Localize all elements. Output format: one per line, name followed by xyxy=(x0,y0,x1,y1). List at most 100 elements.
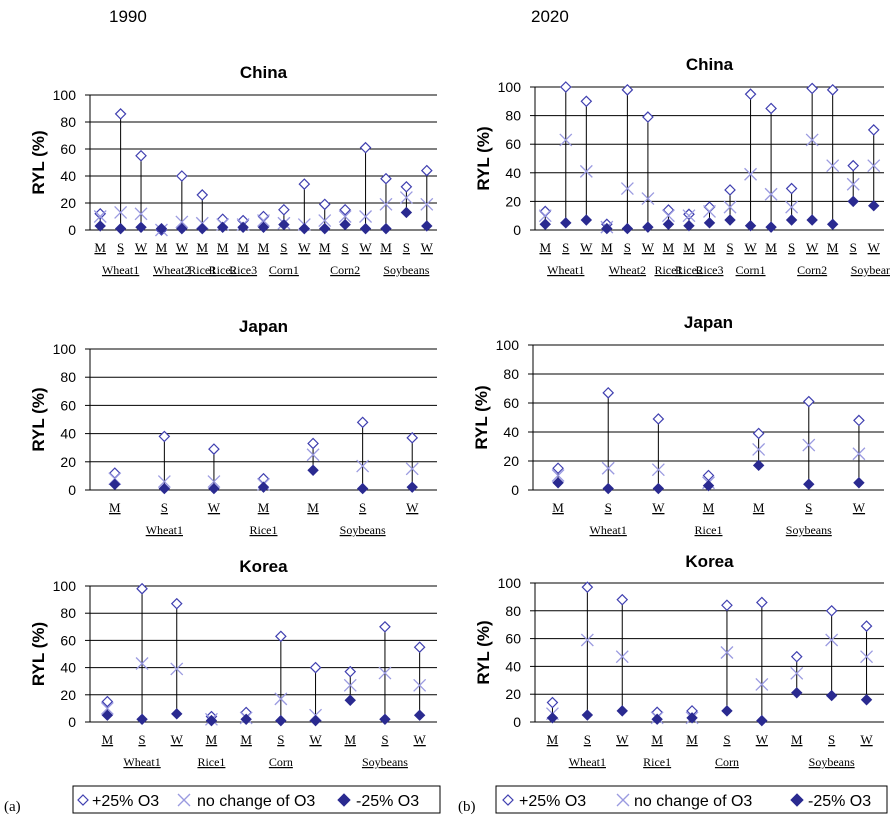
marker-plus25 xyxy=(642,111,654,123)
marker-nochange-stroke xyxy=(207,475,221,488)
marker-nochange xyxy=(579,164,593,178)
chart-panel-japan-1990: Japan RYL (%) 0 20 40 60 80 100 M S W M M S W Wheat1 Ric… xyxy=(29,317,437,537)
x-group-label: Rice2 xyxy=(675,263,703,277)
x-category-label: M xyxy=(344,732,356,747)
marker-nochange xyxy=(723,200,737,214)
legend-marker-nochange xyxy=(616,793,630,807)
marker-plus25 xyxy=(380,172,392,185)
marker-minus25 xyxy=(114,222,127,235)
legend-box-right xyxy=(495,785,888,814)
marker-minus25 xyxy=(135,221,147,234)
marker-nochange xyxy=(100,701,114,715)
marker-nochange-stroke xyxy=(559,133,573,147)
y-axis-label: RYL (%) xyxy=(29,130,48,194)
marker-plus25 xyxy=(867,124,880,136)
y-tick-label: 60 xyxy=(505,136,521,152)
marker-nochange-stroke xyxy=(661,209,675,223)
marker-minus25 xyxy=(208,482,220,495)
marker-minus25 xyxy=(413,709,426,721)
marker-nochange-stroke xyxy=(764,187,778,201)
marker-nochange-stroke xyxy=(318,214,332,228)
marker-nochange xyxy=(399,191,413,205)
marker-nochange xyxy=(867,159,881,173)
marker-nochange xyxy=(114,205,128,219)
y-tick-label: 100 xyxy=(498,79,522,95)
marker-minus25 xyxy=(344,694,356,706)
marker-nochange-stroke xyxy=(641,192,655,205)
marker-plus25 xyxy=(806,82,818,95)
marker-nochange xyxy=(379,197,393,211)
marker-plus25 xyxy=(581,581,594,594)
marker-minus25 xyxy=(257,221,270,234)
marker-nochange xyxy=(825,633,839,647)
x-category-label: S xyxy=(342,240,349,255)
y-tick-label: 20 xyxy=(60,454,76,470)
chart-title: China xyxy=(686,55,734,74)
y-tick-label: 0 xyxy=(68,714,76,730)
x-category-label: M xyxy=(237,240,249,255)
x-category-label: S xyxy=(805,500,812,515)
marker-minus25 xyxy=(686,712,698,724)
y-tick-label: 40 xyxy=(505,165,521,181)
x-group-label: Wheat2 xyxy=(609,263,646,277)
x-group-label: Soybeans xyxy=(851,263,890,277)
x-category-label: M xyxy=(704,240,716,255)
marker-minus25 xyxy=(356,482,369,495)
y-tick-label: 0 xyxy=(511,482,519,498)
x-category-label: M xyxy=(319,240,331,255)
marker-nochange-stroke xyxy=(651,463,665,477)
chart-panel-korea-1990: Korea RYL (%) 0 20 40 60 80 100 M S W M M S W M S W Wheat1… xyxy=(29,557,437,769)
marker-minus25 xyxy=(602,482,614,495)
marker-minus25 xyxy=(171,708,183,720)
marker-nochange-stroke xyxy=(135,657,149,670)
marker-plus25 xyxy=(136,582,148,595)
x-category-label: S xyxy=(788,240,795,255)
x-group-label: Corn1 xyxy=(736,263,766,277)
marker-nochange-stroke xyxy=(615,650,629,664)
x-category-label: W xyxy=(756,732,769,747)
y-tick-label: 40 xyxy=(60,660,76,676)
marker-minus25 xyxy=(652,482,665,495)
marker-plus25 xyxy=(721,599,733,612)
marker-nochange-stroke xyxy=(802,438,816,452)
marker-nochange xyxy=(134,207,148,221)
marker-nochange xyxy=(785,200,799,214)
x-category-label: S xyxy=(624,240,631,255)
marker-minus25 xyxy=(237,221,249,234)
marker-minus25 xyxy=(702,479,715,492)
marker-nochange xyxy=(802,438,816,452)
marker-minus25 xyxy=(406,481,418,493)
marker-plus25 xyxy=(135,149,147,162)
legend-box-left xyxy=(72,785,441,814)
x-category-label: S xyxy=(850,240,857,255)
marker-nochange-stroke xyxy=(538,209,552,223)
x-category-label: M xyxy=(206,732,218,747)
marker-nochange xyxy=(175,215,189,229)
x-group-label: Rice1 xyxy=(250,523,278,537)
marker-nochange-stroke xyxy=(867,159,881,173)
x-category-label: S xyxy=(381,732,388,747)
marker-nochange-stroke xyxy=(399,191,413,205)
marker-plus25 xyxy=(765,102,777,115)
marker-minus25 xyxy=(621,222,634,235)
y-tick-label: 100 xyxy=(53,341,77,357)
marker-nochange-stroke xyxy=(114,205,128,219)
x-group-label: Corn1 xyxy=(269,263,299,277)
marker-minus25 xyxy=(421,220,433,232)
marker-minus25 xyxy=(307,464,319,476)
marker-minus25 xyxy=(868,199,880,212)
y-tick-label: 0 xyxy=(68,482,76,498)
x-group-label: Soybeans xyxy=(340,523,386,537)
x-category-label: S xyxy=(605,500,612,515)
legend-marker-plus25 xyxy=(502,794,514,806)
marker-plus25 xyxy=(94,207,107,220)
marker-minus25 xyxy=(196,222,208,235)
x-category-label: S xyxy=(280,240,287,255)
marker-plus25 xyxy=(683,208,695,221)
marker-plus25 xyxy=(170,597,183,610)
marker-minus25 xyxy=(860,694,873,706)
marker-minus25 xyxy=(847,195,859,208)
x-group-label: Soybeans xyxy=(809,755,855,769)
marker-minus25 xyxy=(683,220,695,232)
marker-minus25 xyxy=(765,221,777,233)
